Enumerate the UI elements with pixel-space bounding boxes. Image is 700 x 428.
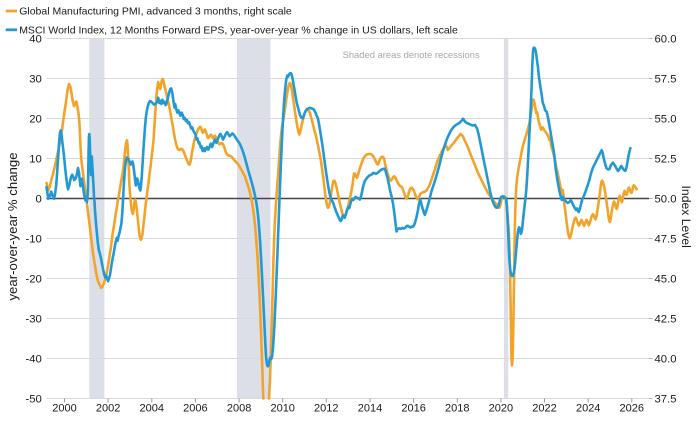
svg-text:2000: 2000 [52, 403, 76, 415]
svg-text:50.0: 50.0 [655, 194, 677, 206]
svg-text:2008: 2008 [227, 403, 251, 415]
svg-text:37.5: 37.5 [655, 394, 677, 406]
svg-text:2016: 2016 [401, 403, 425, 415]
svg-text:year-over-year % change: year-over-year % change [5, 152, 20, 300]
svg-text:2026: 2026 [620, 403, 644, 415]
svg-text:-10: -10 [25, 234, 41, 246]
svg-text:Index Level: Index Level [679, 186, 693, 248]
svg-text:-40: -40 [25, 354, 41, 366]
svg-text:2002: 2002 [96, 403, 120, 415]
svg-text:Global Manufacturing PMI, adva: Global Manufacturing PMI, advanced 3 mon… [19, 6, 292, 18]
svg-text:57.5: 57.5 [655, 74, 677, 86]
svg-text:30: 30 [29, 74, 42, 86]
svg-text:45.0: 45.0 [655, 274, 677, 286]
svg-text:Shaded areas denote recessions: Shaded areas denote recessions [343, 49, 480, 60]
svg-text:20: 20 [29, 114, 42, 126]
svg-text:52.5: 52.5 [655, 154, 677, 166]
svg-text:-50: -50 [25, 394, 41, 406]
svg-text:2018: 2018 [445, 403, 469, 415]
svg-text:2004: 2004 [140, 403, 164, 415]
svg-text:0: 0 [36, 194, 42, 206]
svg-text:10: 10 [29, 154, 42, 166]
svg-text:55.0: 55.0 [655, 114, 677, 126]
svg-text:47.5: 47.5 [655, 234, 677, 246]
svg-text:2012: 2012 [314, 403, 338, 415]
svg-text:60.0: 60.0 [655, 34, 677, 46]
svg-text:40: 40 [29, 34, 42, 46]
svg-text:2010: 2010 [270, 403, 294, 415]
svg-text:-30: -30 [25, 314, 41, 326]
svg-text:2024: 2024 [576, 403, 600, 415]
svg-text:40.0: 40.0 [655, 354, 677, 366]
svg-text:2022: 2022 [532, 403, 556, 415]
svg-text:-20: -20 [25, 274, 41, 286]
svg-text:42.5: 42.5 [655, 314, 677, 326]
svg-text:2006: 2006 [183, 403, 207, 415]
svg-text:MSCI World Index, 12 Months Fo: MSCI World Index, 12 Months Forward EPS,… [19, 24, 458, 36]
svg-text:2020: 2020 [489, 403, 513, 415]
svg-text:2014: 2014 [358, 403, 382, 415]
